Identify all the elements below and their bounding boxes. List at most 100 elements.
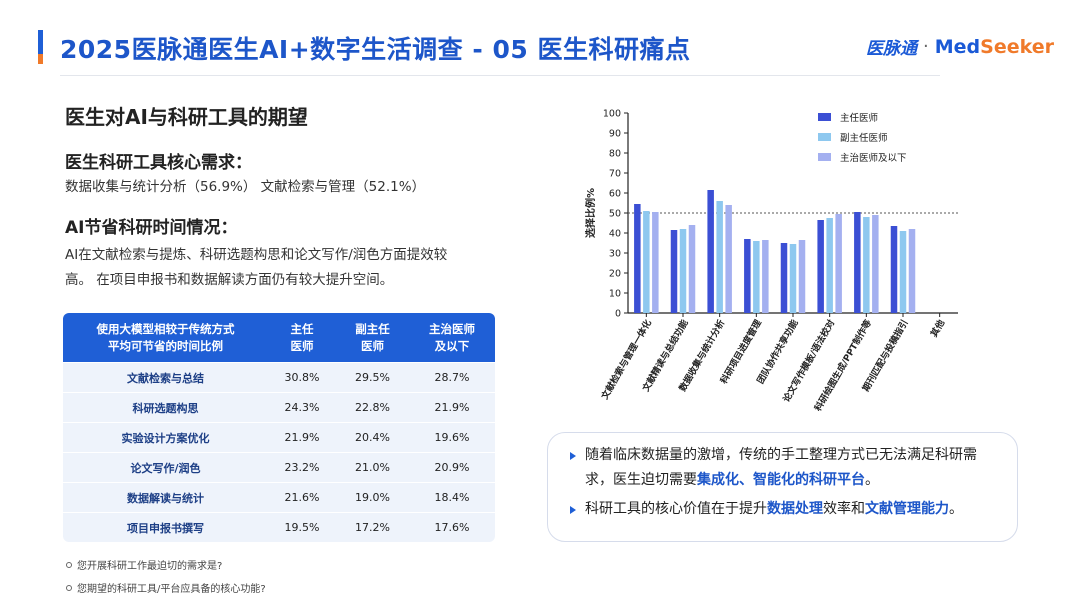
bar-2 bbox=[899, 231, 907, 313]
bar-2 bbox=[716, 201, 723, 313]
cell-chief: 21.6% bbox=[284, 491, 320, 504]
needs-title: 医生科研工具核心需求： bbox=[65, 153, 252, 173]
footnote-question-2: 您期望的科研工具/平台应具备的核心功能? bbox=[66, 580, 266, 595]
bar-3 bbox=[762, 240, 769, 313]
cell-associate: 17.2% bbox=[355, 521, 390, 534]
bar-3 bbox=[652, 212, 659, 313]
section-title: 医生对AI与科研工具的期望 bbox=[65, 105, 308, 129]
callout-item-2: 科研工具的核心价值在于提升数据处理效率和文献管理能力。 bbox=[570, 497, 999, 522]
cell-attending: 17.6% bbox=[434, 521, 470, 534]
table-row: 数据解读与统计 21.6% 19.0% 18.4% bbox=[63, 482, 495, 512]
bar-3 bbox=[688, 225, 696, 313]
y-tick-label: 30 bbox=[609, 249, 621, 260]
row-label: 文献检索与总结 bbox=[127, 371, 204, 385]
callout-text-2c: 。 bbox=[949, 501, 963, 517]
bar-3 bbox=[908, 229, 916, 313]
y-tick-label: 90 bbox=[609, 129, 621, 140]
y-tick-label: 70 bbox=[609, 169, 621, 180]
callout-highlight-literature: 文献管理能力 bbox=[865, 501, 949, 517]
legend-swatch bbox=[818, 113, 831, 121]
footnote-text: 您开展科研工作最迫切的需求是? bbox=[77, 561, 223, 572]
conclusion-callout: 随着临床数据量的激增，传统的手工整理方式已无法满足科研需求，医生迫切需要集成化、… bbox=[547, 432, 1018, 542]
cell-associate: 19.0% bbox=[355, 491, 390, 504]
row-label: 科研选题构思 bbox=[132, 401, 199, 415]
header-cell-chief: 主任 医师 bbox=[290, 321, 314, 353]
row-label: 论文写作/润色 bbox=[130, 461, 201, 475]
brand-logo: 医脉通 · MedSeeker bbox=[866, 34, 1054, 60]
bar-1 bbox=[854, 212, 861, 313]
title-divider bbox=[60, 75, 940, 76]
cell-attending: 18.4% bbox=[434, 491, 470, 504]
callout-text-1c: 。 bbox=[865, 472, 879, 488]
table-row: 项目申报书撰写 19.5% 17.2% 17.6% bbox=[63, 512, 495, 542]
logo-medlive: 医脉通 bbox=[866, 39, 918, 59]
row-label: 实验设计方案优化 bbox=[121, 431, 210, 445]
footnote-question-1: 您开展科研工作最迫切的需求是? bbox=[66, 557, 222, 572]
bullet-circle-icon bbox=[66, 585, 72, 591]
needs-text: 数据收集与统计分析（56.9%） 文献检索与管理（52.1%） bbox=[65, 179, 426, 195]
legend-swatch bbox=[818, 133, 831, 141]
bar-2 bbox=[826, 218, 833, 313]
row-label: 数据解读与统计 bbox=[127, 491, 204, 505]
bar-1 bbox=[890, 226, 898, 313]
bar-3 bbox=[835, 214, 842, 313]
page-title: 2025医脉通医生AI+数字生活调查 - 05 医生科研痛点 bbox=[60, 35, 691, 64]
y-tick-label: 20 bbox=[609, 269, 621, 280]
cell-associate: 22.8% bbox=[355, 401, 390, 414]
cell-associate: 21.0% bbox=[355, 461, 390, 474]
callout-text-1: 随着临床数据量的激增，传统的手工整理方式已无法满足科研需求，医生迫切需要集成化、… bbox=[585, 443, 999, 493]
callout-text-1b: 研需求，医生迫切需要 bbox=[585, 447, 977, 488]
logo-separator: · bbox=[923, 36, 929, 57]
logo-medseeker-a: Med bbox=[934, 35, 981, 58]
header-cell-item: 使用大模型相较于传统方式 平均可节省的时间比例 bbox=[96, 321, 235, 353]
legend-swatch bbox=[818, 153, 831, 161]
y-tick-label: 80 bbox=[609, 149, 621, 160]
cell-chief: 19.5% bbox=[284, 521, 320, 534]
y-tick-label: 10 bbox=[609, 289, 621, 300]
bar-1 bbox=[817, 220, 824, 313]
callout-text-2b: 效率和 bbox=[823, 501, 865, 517]
bar-1 bbox=[707, 190, 714, 313]
table-row: 论文写作/润色 23.2% 21.0% 20.9% bbox=[63, 452, 495, 482]
bar-3 bbox=[798, 240, 806, 313]
row-label: 项目申报书撰写 bbox=[127, 521, 204, 535]
y-axis-label: 选择比例% bbox=[584, 188, 597, 238]
cell-associate: 29.5% bbox=[355, 371, 390, 384]
callout-highlight-platform: 集成化、智能化的科研平台 bbox=[697, 472, 865, 488]
bar-2 bbox=[753, 241, 760, 313]
cell-attending: 19.6% bbox=[434, 431, 470, 444]
bar-2 bbox=[863, 217, 870, 313]
title-accent-bar bbox=[38, 30, 43, 64]
cell-chief: 24.3% bbox=[284, 401, 320, 414]
y-tick-label: 0 bbox=[615, 309, 621, 320]
triangle-bullet-icon bbox=[570, 506, 576, 514]
cell-attending: 21.9% bbox=[434, 401, 470, 414]
bullet-circle-icon bbox=[66, 562, 72, 568]
legend-label: 主治医师及以下 bbox=[840, 152, 907, 164]
cell-chief: 21.9% bbox=[284, 431, 320, 444]
bar-3 bbox=[872, 215, 879, 313]
callout-text-2a: 科研工具的核心价值在于提升 bbox=[585, 501, 767, 517]
bar-2 bbox=[643, 211, 650, 313]
logo-medseeker: MedSeeker bbox=[935, 36, 1054, 58]
core-function-bar-chart: 0102030405060708090100选择比例%文献检索与管理一体化文献精… bbox=[584, 109, 958, 413]
header-cell-associate: 副主任 医师 bbox=[355, 321, 390, 353]
cell-attending: 28.7% bbox=[434, 371, 470, 384]
callout-highlight-data: 数据处理 bbox=[767, 501, 823, 517]
table-row: 科研选题构思 24.3% 22.8% 21.9% bbox=[63, 392, 495, 422]
bar-1 bbox=[634, 204, 641, 313]
callout-item-1: 随着临床数据量的激增，传统的手工整理方式已无法满足科研需求，医生迫切需要集成化、… bbox=[570, 443, 999, 493]
time-saving-title: AI节省科研时间情况： bbox=[65, 218, 238, 238]
table-header: 使用大模型相较于传统方式 平均可节省的时间比例 主任 医师 副主任 医师 主治医… bbox=[63, 313, 495, 362]
logo-medseeker-b: Seeker bbox=[980, 35, 1054, 58]
bar-1 bbox=[670, 230, 678, 313]
callout-text-2: 科研工具的核心价值在于提升数据处理效率和文献管理能力。 bbox=[585, 497, 963, 522]
cell-associate: 20.4% bbox=[355, 431, 390, 444]
bar-2 bbox=[789, 244, 797, 313]
bar-3 bbox=[725, 205, 732, 313]
legend-label: 主任医师 bbox=[840, 112, 878, 124]
footnote-text: 您期望的科研工具/平台应具备的核心功能? bbox=[77, 584, 266, 595]
time-saving-text-line1: AI在文献检索与提炼、科研选题构思和论文写作/润色方面提效较 bbox=[65, 247, 448, 263]
y-tick-label: 60 bbox=[609, 189, 621, 200]
legend-label: 副主任医师 bbox=[840, 132, 888, 144]
